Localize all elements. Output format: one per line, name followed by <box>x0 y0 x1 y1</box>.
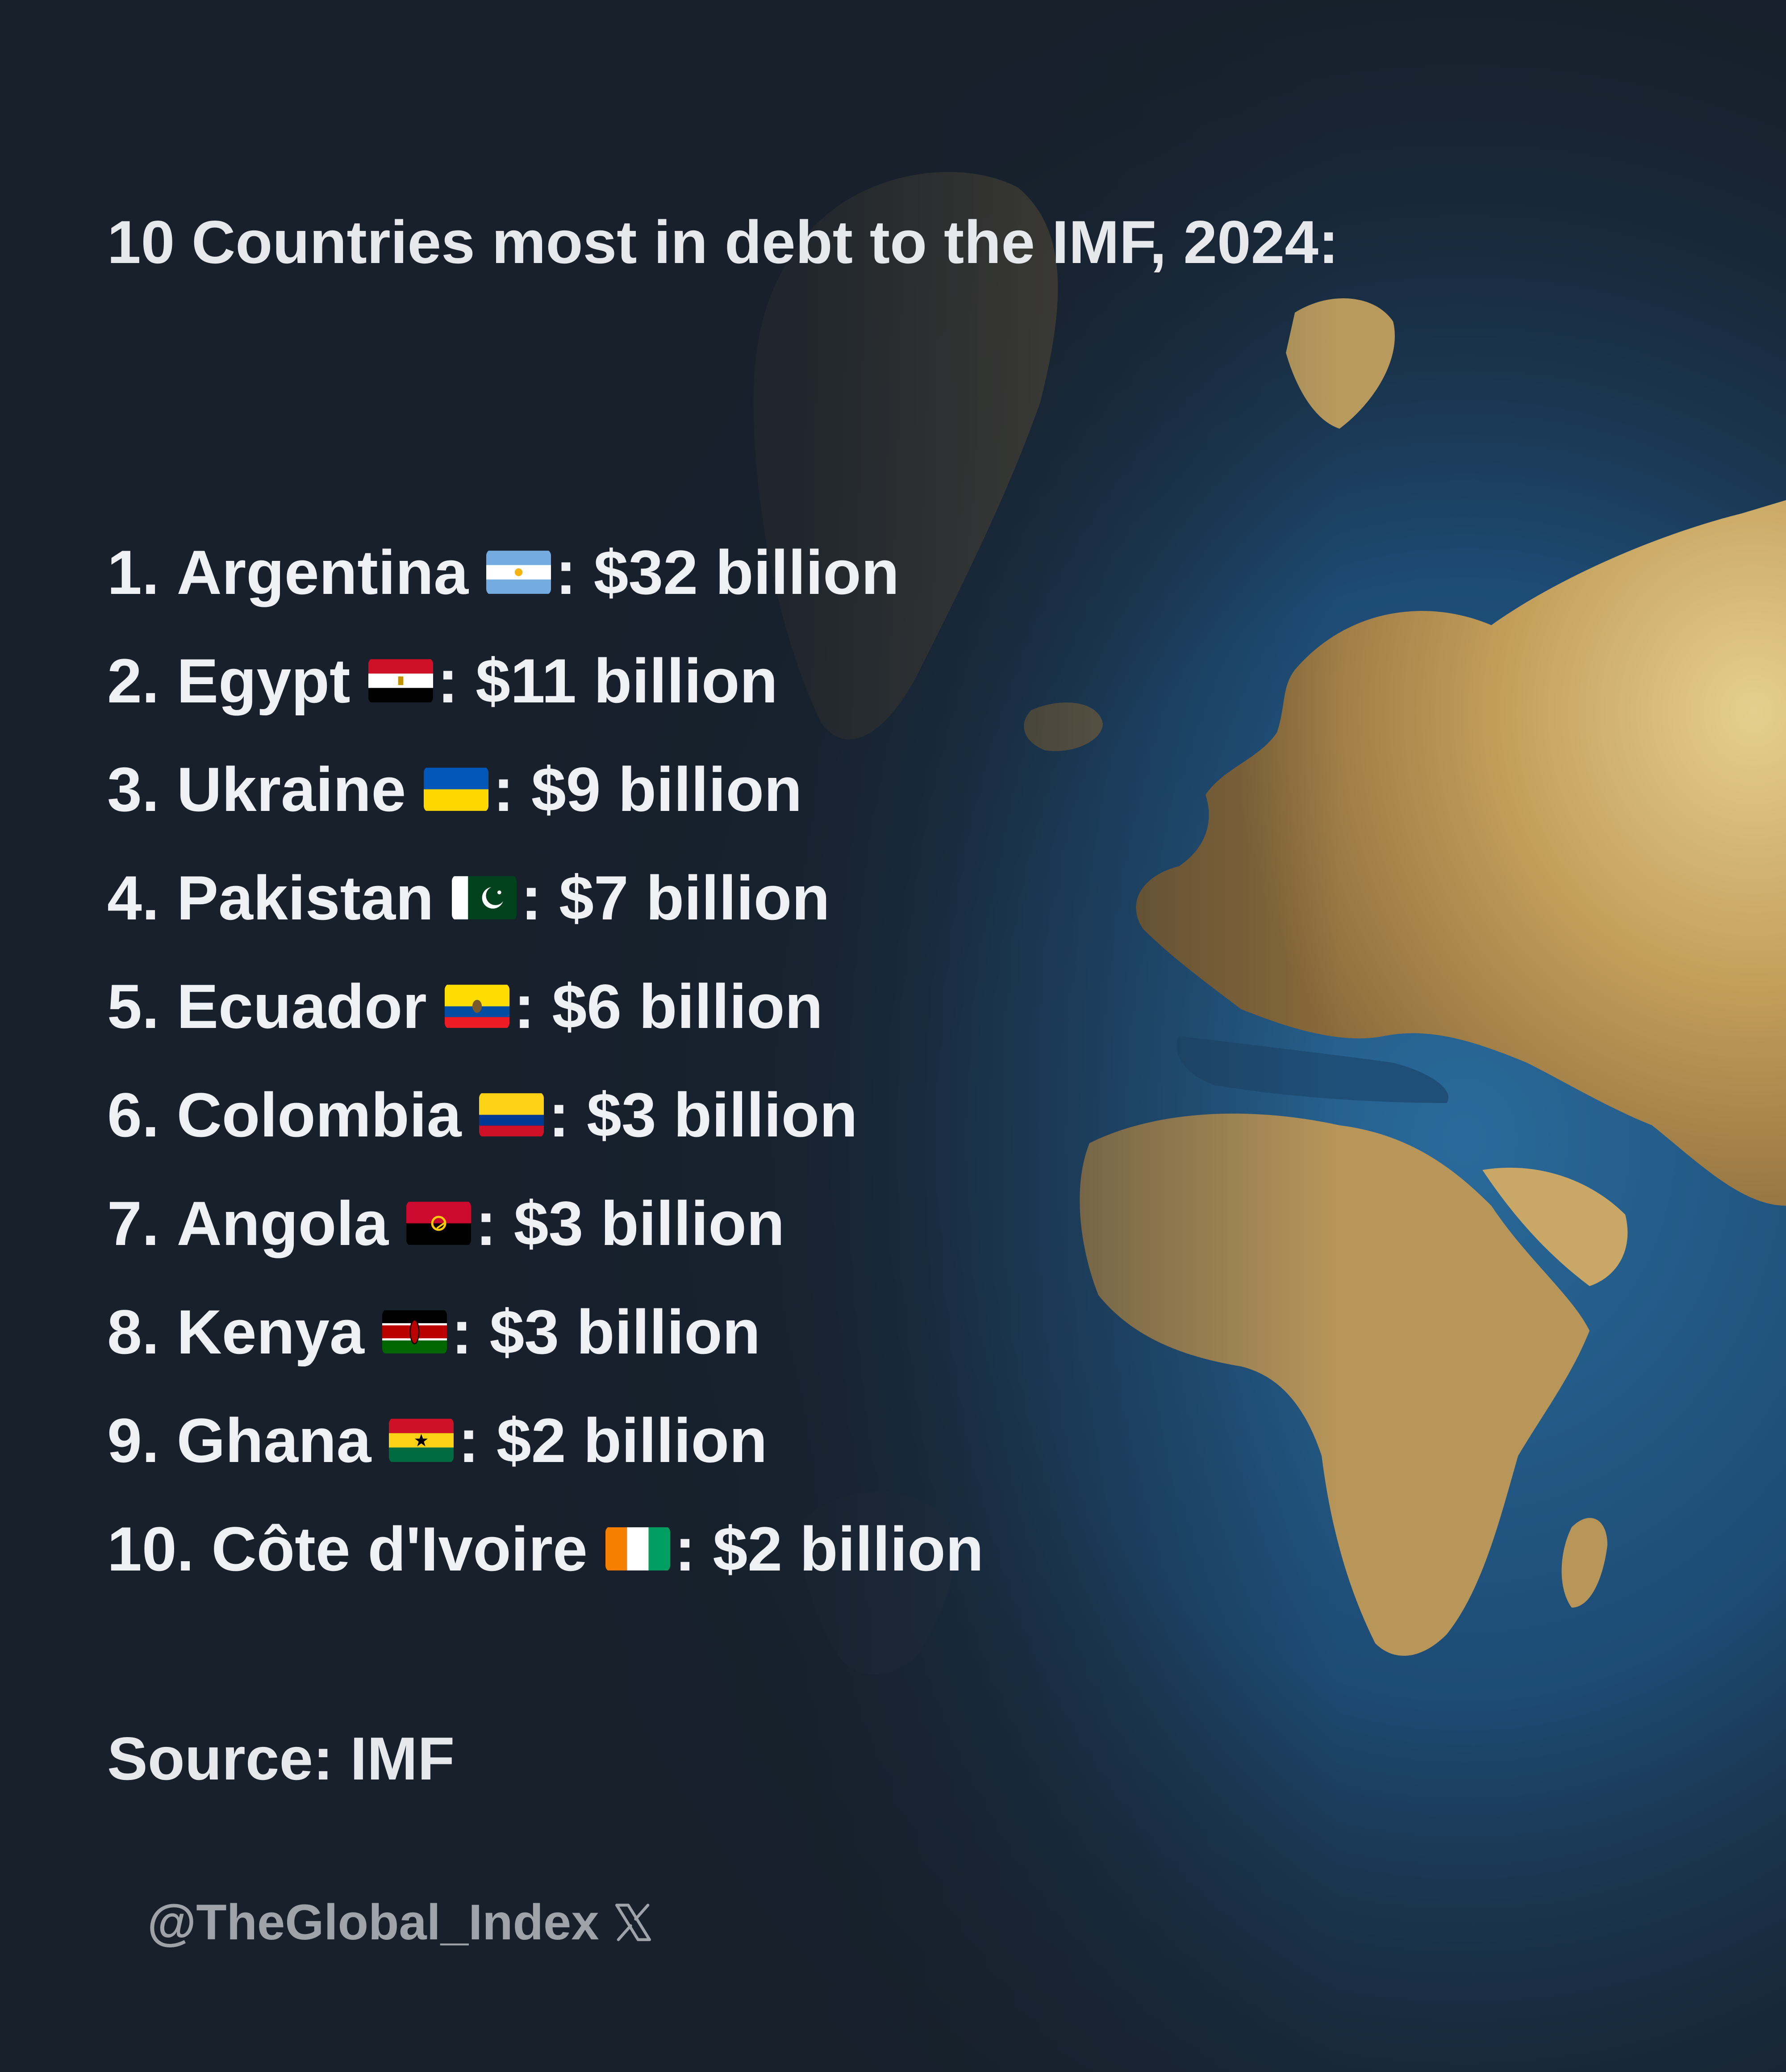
pakistan-flag-icon <box>451 875 517 921</box>
country-name: Argentina <box>176 537 469 607</box>
ecuador-flag-icon <box>444 983 509 1029</box>
country-name: Pakistan <box>176 862 434 933</box>
country-name: Ecuador <box>176 971 427 1041</box>
debt-amount: : $2 billion <box>674 1513 984 1584</box>
country-name: Ukraine <box>176 754 406 824</box>
rank-label: 8. <box>107 1296 159 1367</box>
handle-text: @TheGlobal_Index <box>147 1894 599 1950</box>
debt-amount: : $32 billion <box>555 537 900 607</box>
list-item: 5. Ecuador : $6 billion <box>107 952 984 1061</box>
rank-label: 6. <box>107 1079 159 1150</box>
list-item: 3. Ukraine : $9 billion <box>107 735 984 844</box>
source-label: Source: IMF <box>107 1725 455 1792</box>
list-item: 1. Argentina : $32 billion <box>107 518 984 627</box>
debt-amount: : $11 billion <box>437 645 778 716</box>
country-name: Egypt <box>176 645 351 716</box>
author-handle[interactable]: @TheGlobal_Index <box>147 1893 654 1951</box>
argentina-flag-icon <box>486 549 551 595</box>
rank-label: 4. <box>107 862 159 933</box>
rank-label: 10. <box>107 1513 194 1584</box>
rank-label: 3. <box>107 754 159 824</box>
rank-label: 9. <box>107 1405 159 1475</box>
debt-amount: : $3 billion <box>548 1079 858 1150</box>
cote-divoire-flag-icon <box>605 1526 670 1572</box>
x-logo-icon <box>615 1903 651 1941</box>
debt-amount: : $9 billion <box>493 754 802 824</box>
list-item: 6. Colombia : $3 billion <box>107 1061 984 1169</box>
page-title: 10 Countries most in debt to the IMF, 20… <box>107 208 1339 276</box>
ukraine-flag-icon <box>424 766 489 812</box>
list-item: 7. Angola : $3 billion <box>107 1169 984 1278</box>
country-name: Ghana <box>176 1405 371 1475</box>
rank-label: 1. <box>107 537 159 607</box>
list-item: 8. Kenya : $3 billion <box>107 1278 984 1386</box>
list-item: 2. Egypt : $11 billion <box>107 627 984 735</box>
kenya-flag-icon <box>382 1309 447 1355</box>
ghana-flag-icon <box>389 1417 454 1463</box>
colombia-flag-icon <box>479 1092 544 1138</box>
debt-amount: : $3 billion <box>476 1188 785 1258</box>
angola-flag-icon <box>406 1200 472 1246</box>
debt-amount: : $2 billion <box>458 1405 768 1475</box>
debt-amount: : $6 billion <box>513 971 823 1041</box>
list-item: 9. Ghana : $2 billion <box>107 1386 984 1495</box>
country-name: Angola <box>176 1188 389 1258</box>
list-item: 4. Pakistan : $7 billion <box>107 844 984 952</box>
debt-amount: : $3 billion <box>451 1296 761 1367</box>
list-item: 10. Côte d'Ivoire : $2 billion <box>107 1495 984 1603</box>
rank-label: 5. <box>107 971 159 1041</box>
egypt-flag-icon <box>368 658 433 704</box>
rank-label: 2. <box>107 645 159 716</box>
country-name: Colombia <box>176 1079 462 1150</box>
rank-label: 7. <box>107 1188 159 1258</box>
debt-amount: : $7 billion <box>521 862 830 933</box>
country-list: 1. Argentina : $32 billion 2. Egypt : $1… <box>107 518 984 1603</box>
country-name: Côte d'Ivoire <box>211 1513 588 1584</box>
country-name: Kenya <box>176 1296 364 1367</box>
